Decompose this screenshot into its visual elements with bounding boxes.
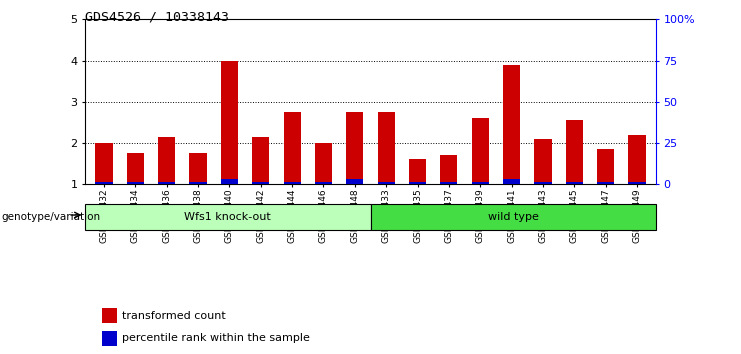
Bar bbox=[471, 182, 489, 184]
Bar bbox=[628, 135, 645, 184]
Bar bbox=[252, 137, 270, 184]
Bar bbox=[503, 179, 520, 184]
Bar bbox=[221, 61, 238, 184]
Bar bbox=[96, 182, 113, 184]
Text: wild type: wild type bbox=[488, 212, 539, 222]
Bar bbox=[284, 182, 301, 184]
Bar bbox=[346, 112, 363, 184]
Text: GDS4526 / 10338143: GDS4526 / 10338143 bbox=[85, 11, 229, 24]
Bar bbox=[597, 149, 614, 184]
Bar bbox=[158, 182, 176, 184]
FancyBboxPatch shape bbox=[370, 204, 656, 230]
Bar bbox=[597, 182, 614, 184]
Text: transformed count: transformed count bbox=[122, 311, 226, 321]
Bar bbox=[378, 182, 395, 184]
Bar bbox=[102, 331, 116, 346]
Bar bbox=[252, 182, 270, 184]
Bar bbox=[534, 182, 551, 184]
Bar bbox=[96, 143, 113, 184]
Bar bbox=[471, 118, 489, 184]
Bar bbox=[503, 65, 520, 184]
Bar bbox=[315, 182, 332, 184]
Bar bbox=[158, 137, 176, 184]
Bar bbox=[628, 182, 645, 184]
Bar bbox=[565, 182, 583, 184]
Text: genotype/variation: genotype/variation bbox=[1, 212, 101, 222]
Bar bbox=[284, 112, 301, 184]
Bar bbox=[378, 112, 395, 184]
Bar bbox=[127, 182, 144, 184]
Bar bbox=[127, 153, 144, 184]
Text: Wfs1 knock-out: Wfs1 knock-out bbox=[185, 212, 271, 222]
Bar bbox=[565, 120, 583, 184]
Bar bbox=[190, 182, 207, 184]
Bar bbox=[315, 143, 332, 184]
Bar bbox=[409, 159, 426, 184]
Bar bbox=[534, 139, 551, 184]
Text: percentile rank within the sample: percentile rank within the sample bbox=[122, 333, 310, 343]
Bar bbox=[346, 179, 363, 184]
Bar bbox=[440, 155, 457, 184]
Bar bbox=[221, 179, 238, 184]
Bar bbox=[409, 182, 426, 184]
Bar bbox=[190, 153, 207, 184]
Bar bbox=[440, 182, 457, 184]
FancyBboxPatch shape bbox=[85, 204, 370, 230]
Bar bbox=[102, 308, 116, 323]
